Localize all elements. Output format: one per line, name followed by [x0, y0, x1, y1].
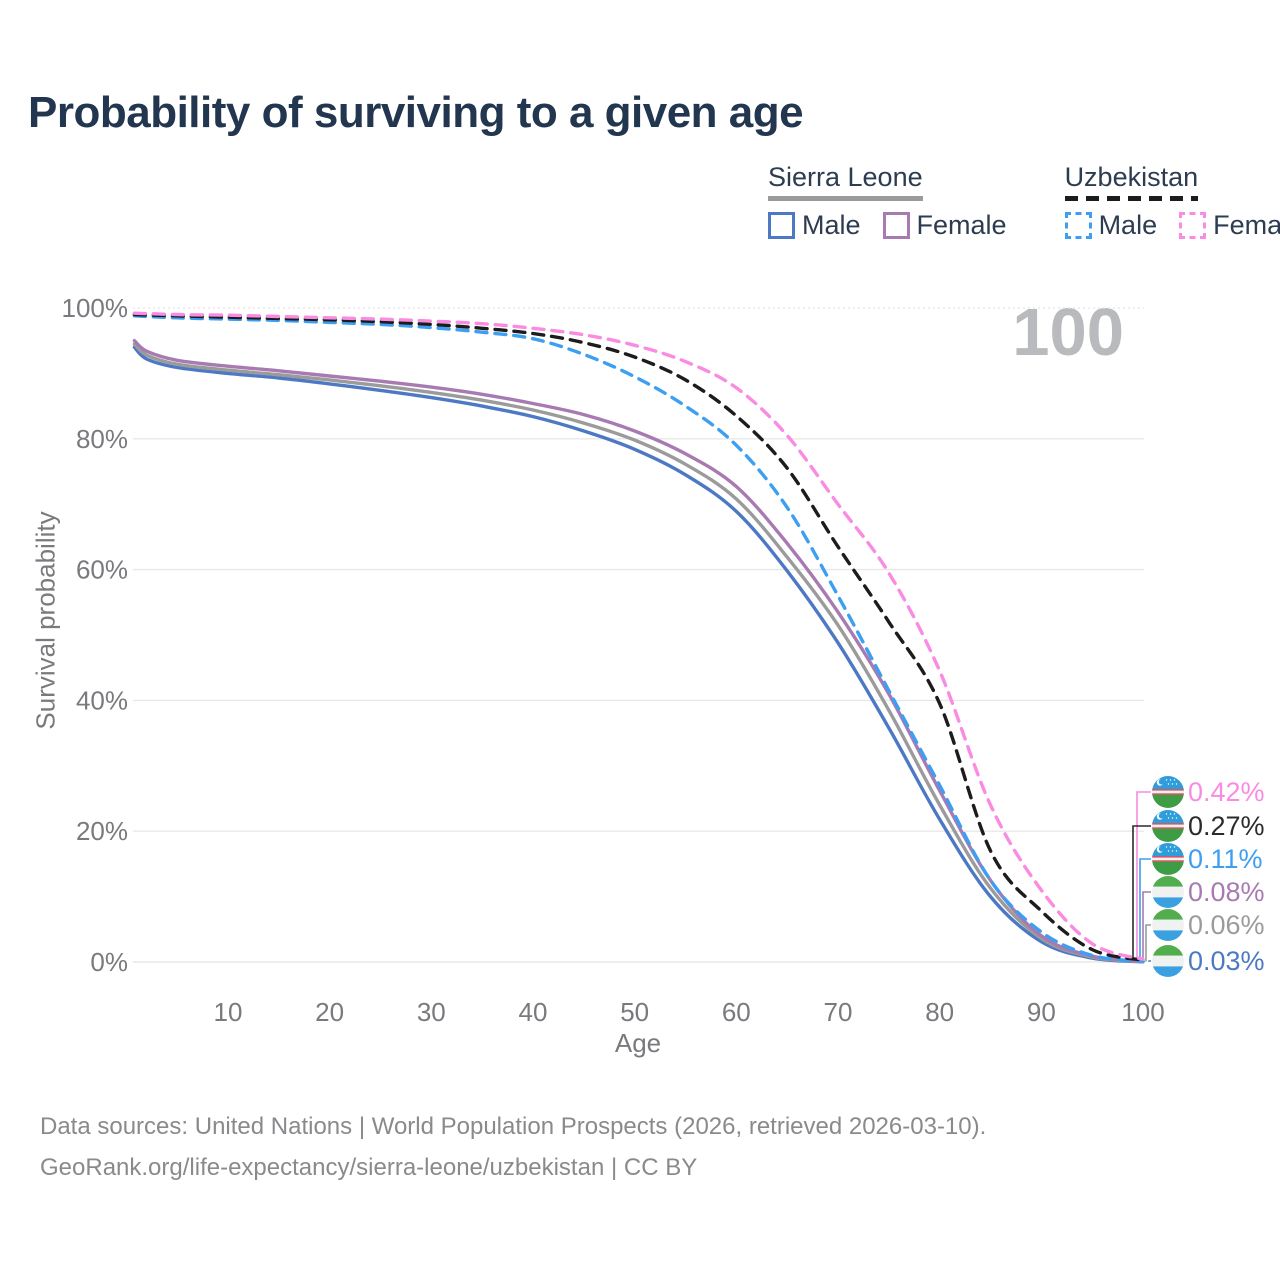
- end-label-value: 0.27%: [1188, 811, 1265, 841]
- leader-line: [1145, 924, 1151, 962]
- x-tick-label: 50: [620, 997, 649, 1027]
- end-label-value: 0.03%: [1188, 946, 1265, 976]
- end-label-values: 0.42% 0.27%0.11%0.08%0.06% 0.03%: [1188, 777, 1265, 976]
- sierra-leone-flag-icon: [1152, 945, 1184, 977]
- survival-curves: [132, 311, 1145, 964]
- legend-item-uzbekistan-female[interactable]: Female: [1179, 210, 1280, 241]
- legend-item-uzbekistan-male[interactable]: Male: [1064, 210, 1158, 241]
- leader-line: [1139, 858, 1151, 962]
- legend-item-label: Male: [1098, 210, 1158, 240]
- y-tick-label: 40%: [76, 685, 128, 715]
- footer-data-sources: Data sources: United Nations | World Pop…: [40, 1113, 987, 1140]
- y-tick-label: 80%: [76, 424, 128, 454]
- x-axis-title: Age: [614, 1028, 662, 1058]
- legend-item-label: Female: [1213, 210, 1280, 240]
- end-label-leader-lines: [1132, 791, 1151, 962]
- leader-line: [1142, 891, 1151, 962]
- x-tick-label: 10: [214, 997, 243, 1027]
- legend-country-uzbekistan: Uzbekistan: [1064, 162, 1199, 201]
- legend-country-label: Sierra Leone: [768, 162, 923, 192]
- end-label-flag-icons: [1152, 776, 1184, 977]
- legend-item-sierra-leone-female[interactable]: Female: [882, 210, 1007, 241]
- sierra-leone-female-swatch-icon: [882, 212, 910, 239]
- y-axis-title: Survival probability: [30, 511, 61, 730]
- sierra-leone-solid-line-sample: [768, 196, 923, 201]
- x-tick-label: 30: [417, 997, 446, 1027]
- sierra-leone-male-swatch-icon: [768, 212, 795, 239]
- footer: Data sources: United Nations | World Pop…: [40, 1106, 986, 1188]
- legend: Sierra Leone Male Female Uzbekistan: [768, 162, 1280, 241]
- leader-line: [1148, 960, 1151, 962]
- leader-line: [1132, 825, 1151, 961]
- end-label-value: 0.11%: [1188, 844, 1263, 874]
- y-tick-label: 0%: [90, 947, 128, 977]
- y-axis-tick-labels: 100% 80% 60% 40% 20% 0%: [62, 293, 129, 977]
- x-tick-label: 60: [722, 997, 751, 1027]
- uzbekistan-flag-icon: [1152, 810, 1184, 842]
- uzbekistan-dashed-line-sample: [1064, 196, 1199, 201]
- curve-uzbekistan-female: [132, 311, 1145, 961]
- x-tick-label: 90: [1027, 997, 1056, 1027]
- leader-line: [1136, 791, 1151, 960]
- y-tick-label: 20%: [76, 816, 128, 846]
- page-title: Probability of surviving to a given age: [28, 88, 804, 137]
- sierra-leone-flag-icon: [1152, 876, 1184, 908]
- end-label-value: 0.42%: [1188, 777, 1265, 807]
- x-tick-label: 100: [1121, 997, 1164, 1027]
- x-tick-label: 70: [824, 997, 853, 1027]
- x-axis-tick-labels: 10 20 30 40 50 60 70 80 90 100: [214, 997, 1165, 1027]
- legend-item-sierra-leone-male[interactable]: Male: [768, 210, 861, 241]
- curve-uzbekistan-both: [132, 312, 1145, 962]
- footer-source-url: GeoRank.org/life-expectancy/sierra-leone…: [40, 1154, 698, 1181]
- x-tick-label: 40: [519, 997, 548, 1027]
- y-tick-label: 60%: [76, 555, 128, 585]
- curve-sierra-leone-male: [132, 345, 1145, 964]
- legend-item-label: Male: [802, 210, 861, 240]
- uzbekistan-female-swatch-icon: [1179, 212, 1207, 239]
- curve-uzbekistan-male: [132, 314, 1145, 963]
- legend-group-sierra-leone: Sierra Leone Male Female: [768, 162, 1007, 241]
- gridlines: [133, 307, 1144, 963]
- x-tick-label: 20: [315, 997, 344, 1027]
- end-label-value: 0.08%: [1188, 877, 1265, 907]
- legend-country-label: Uzbekistan: [1064, 162, 1199, 192]
- y-tick-label: 100%: [62, 293, 129, 323]
- x-tick-label: 80: [925, 997, 954, 1027]
- sierra-leone-flag-icon: [1152, 909, 1184, 941]
- legend-group-uzbekistan: Uzbekistan Male Female: [1064, 162, 1280, 241]
- curve-sierra-leone-both: [132, 342, 1145, 964]
- uzbekistan-flag-icon: [1152, 776, 1184, 808]
- legend-country-sierra-leone: Sierra Leone: [768, 162, 923, 201]
- legend-item-label: Female: [916, 210, 1007, 240]
- curve-sierra-leone-female: [132, 339, 1145, 964]
- end-label-value: 0.06%: [1188, 910, 1265, 940]
- uzbekistan-male-swatch-icon: [1064, 212, 1092, 239]
- uzbekistan-flag-icon: [1152, 843, 1184, 875]
